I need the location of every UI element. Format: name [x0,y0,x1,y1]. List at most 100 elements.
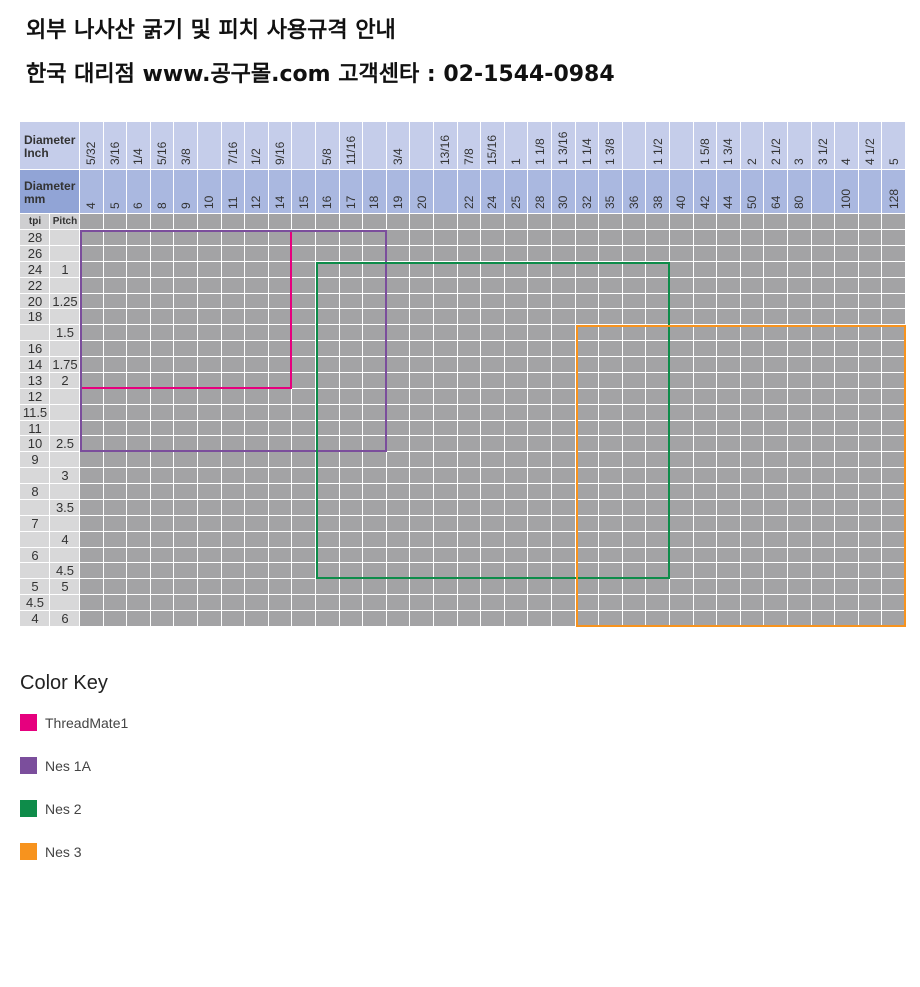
grid-header-cell [292,214,316,230]
grid-cell [245,499,269,516]
grid-cell [740,547,765,564]
grid-cell [363,452,387,469]
grid-cell [410,547,434,564]
grid-cell [717,341,741,358]
grid-cell [552,515,576,532]
grid-cell [717,388,741,405]
grid-cell [103,515,128,532]
grid-cell [268,579,293,596]
grid-cell [670,245,694,262]
inch-tick-label: 15/16 [485,134,500,165]
grid-cell [693,547,718,564]
grid-cell [80,499,104,516]
grid-header-cell [268,214,293,230]
grid-cell [339,230,364,246]
grid-cell [221,547,246,564]
grid-cell [552,245,576,262]
grid-cell [670,563,694,580]
grid-cell [316,245,340,262]
grid-cell [150,452,175,469]
tpi-label: 4.5 [25,595,45,611]
grid-cell [835,499,859,516]
grid-cell [717,293,741,310]
legend-swatch [20,843,37,860]
grid-cell [811,309,836,326]
grid-cell [80,309,104,326]
grid-cell [670,499,694,516]
grid-cell [221,563,246,580]
inch-tick-label: 1 5/8 [697,138,712,165]
grid-cell [339,611,364,627]
grid-cell [245,452,269,469]
grid-cell [717,452,741,469]
grid-cell [835,531,859,548]
grid-cell [339,531,364,548]
grid-cell [622,468,647,485]
grid-cell [504,547,529,564]
grid-cell [764,531,788,548]
tpi-cell [20,245,50,262]
grid-cell [127,563,151,580]
grid-cell [717,245,741,262]
grid-cell [245,341,269,358]
tpi-cell [20,452,50,469]
grid-cell [292,261,316,278]
tpi-cell [20,515,50,532]
tpi-label: 22 [27,277,43,293]
grid-cell [693,468,718,485]
grid-cell [835,293,859,310]
grid-cell [599,388,623,405]
grid-cell [127,325,151,342]
inch-tick-label: 2 [745,158,760,165]
grid-cell [599,531,623,548]
inch-header-cell [670,122,694,170]
grid-cell [693,341,718,358]
grid-cell [386,404,411,421]
grid-cell [575,245,600,262]
grid-cell [882,293,906,310]
grid-cell [292,611,316,627]
grid-cell [434,341,458,358]
grid-cell [481,452,505,469]
grid-cell [410,515,434,532]
grid-cell [835,388,859,405]
grid-cell [292,325,316,342]
grid-cell [292,357,316,373]
grid-cell [481,404,505,421]
grid-cell [434,309,458,326]
pitch-label: 2 [61,372,69,388]
grid-cell [835,436,859,453]
grid-cell [528,436,552,453]
mm-tick-label: 36 [627,195,642,209]
mm-header-cell: 50 [740,170,765,214]
grid-cell [339,372,364,389]
grid-cell [575,325,600,342]
grid-cell [646,230,670,246]
grid-cell [316,388,340,405]
grid-header-cell [457,214,482,230]
tpi-label: 9 [31,452,39,468]
tpi-label: 7 [31,515,39,531]
grid-cell [316,293,340,310]
grid-cell [292,468,316,485]
grid-header-cell [552,214,576,230]
grid-cell [386,357,411,373]
grid-cell [410,357,434,373]
grid-cell [316,420,340,437]
grid-cell [198,499,222,516]
grid-cell [764,547,788,564]
grid-cell [764,245,788,262]
grid-cell [268,420,293,437]
tpi-label: 11.5 [22,404,48,420]
grid-cell [504,499,529,516]
inch-tick-label: 1 3/16 [556,131,571,165]
grid-cell [292,420,316,437]
mm-tick-label: 40 [674,195,689,209]
pitch-cell [50,261,80,278]
range-box-nes-3 [575,325,906,627]
grid-cell [693,436,718,453]
pitch-cell [50,468,80,485]
inch-header-cell [198,122,222,170]
grid-cell [316,230,340,246]
grid-cell [127,515,151,532]
